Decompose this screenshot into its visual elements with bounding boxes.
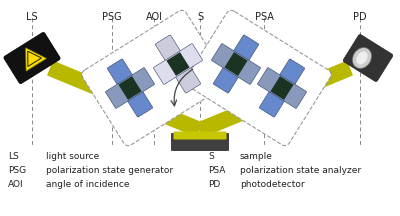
Text: LS: LS [26,12,38,22]
FancyBboxPatch shape [343,35,393,81]
Text: PSG: PSG [8,166,26,175]
Polygon shape [47,61,203,137]
FancyBboxPatch shape [82,10,228,146]
FancyBboxPatch shape [106,68,154,108]
FancyBboxPatch shape [258,68,306,108]
Text: AOI: AOI [8,180,24,189]
Ellipse shape [356,51,368,65]
Text: S: S [197,12,203,22]
Text: S: S [208,152,214,161]
Bar [224,52,248,76]
Text: PSA: PSA [208,166,225,175]
Bar [118,76,142,100]
FancyBboxPatch shape [185,10,331,146]
FancyBboxPatch shape [212,44,260,84]
Text: PD: PD [353,12,367,22]
Text: photodetector: photodetector [240,180,305,189]
FancyBboxPatch shape [259,59,305,117]
Text: PD: PD [208,180,220,189]
Text: light source: light source [46,152,99,161]
Text: AOI: AOI [146,12,162,22]
FancyBboxPatch shape [213,35,259,93]
Text: PSG: PSG [102,12,122,22]
FancyBboxPatch shape [107,59,153,117]
Bar [270,76,294,100]
Polygon shape [26,48,46,71]
FancyBboxPatch shape [4,32,60,84]
Bar [166,52,190,76]
Ellipse shape [352,48,372,68]
FancyBboxPatch shape [154,44,202,84]
FancyBboxPatch shape [174,132,226,140]
Text: sample: sample [240,152,273,161]
Text: polarization state generator: polarization state generator [46,166,173,175]
Text: LS: LS [8,152,19,161]
Text: angle of incidence: angle of incidence [46,180,130,189]
Text: polarization state analyzer: polarization state analyzer [240,166,361,175]
FancyBboxPatch shape [155,35,201,93]
FancyBboxPatch shape [171,133,229,151]
Text: PSA: PSA [254,12,274,22]
Polygon shape [197,61,353,137]
